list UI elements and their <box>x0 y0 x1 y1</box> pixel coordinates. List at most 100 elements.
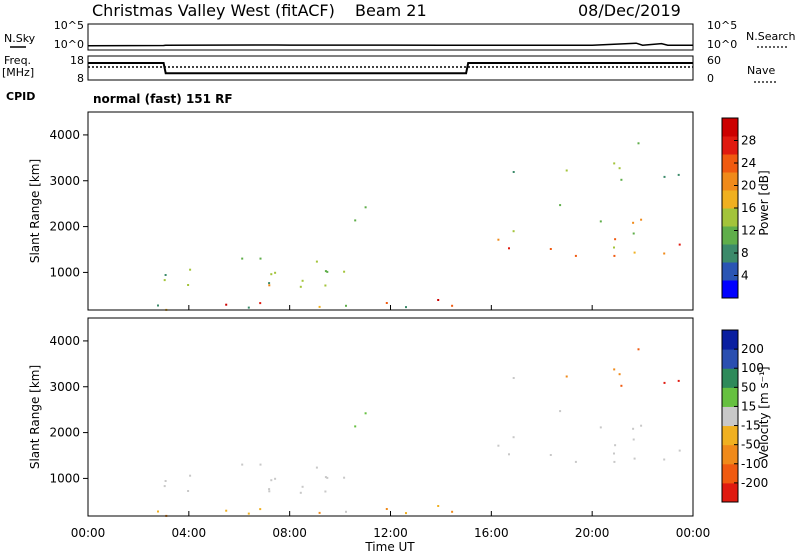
noise-left-tick-bottom: 10^0 <box>54 38 84 51</box>
heatmap-cell <box>632 221 635 224</box>
heatmap-cell <box>268 284 271 287</box>
y-tick-label: 3000 <box>49 380 80 394</box>
colorbar-swatch <box>722 330 738 350</box>
colorbar-frame <box>721 329 739 503</box>
heatmap-cell <box>247 306 250 309</box>
colorbar-tick-label: 4 <box>741 269 749 283</box>
heatmap-cell <box>225 509 228 512</box>
noise-panel-frame <box>87 23 694 51</box>
heatmap-cell <box>157 510 159 513</box>
heatmap-cell <box>164 274 167 276</box>
heatmap-cell <box>663 252 666 255</box>
heatmap-cell <box>613 254 616 257</box>
heatmap-cell <box>364 206 367 209</box>
heatmap-cell <box>451 510 454 513</box>
colorbar-tick-label: 200 <box>741 342 764 356</box>
heatmap-cell <box>497 444 500 447</box>
heatmap-cell <box>268 490 271 493</box>
heatmap-cell <box>508 247 510 250</box>
heatmap-cell <box>326 476 329 479</box>
colorbar-tick-label: -200 <box>741 476 768 490</box>
heatmap-cell <box>559 410 562 413</box>
cpid-text: normal (fast) 151 RF <box>93 92 233 106</box>
heatmap-cell <box>343 270 346 273</box>
colorbar-tick-label: 24 <box>741 156 756 170</box>
y-tick-label: 1000 <box>49 265 80 279</box>
heatmap-cell <box>614 238 617 241</box>
freq-panel-frame <box>87 55 694 81</box>
heatmap-cell <box>301 279 304 282</box>
heatmap-cell <box>324 284 327 287</box>
power-colorbar: 28 24 20 16 12 8 4 <box>721 117 756 299</box>
heatmap-cell <box>613 368 616 371</box>
heatmap-cell <box>565 169 568 172</box>
colorbar-swatch <box>722 280 738 299</box>
heatmap-cell <box>157 304 159 307</box>
velocity-colorbar-label: Velocity [m s⁻¹] <box>757 366 771 459</box>
heatmap-cell <box>663 381 666 384</box>
heatmap-cell <box>620 178 623 181</box>
colorbar-tick-label: 50 <box>741 380 756 394</box>
heatmap-cell <box>640 424 643 427</box>
x-tick-label: 20:00 <box>575 526 610 540</box>
heatmap-cell <box>187 284 190 286</box>
colorbar-swatch <box>722 172 738 191</box>
colorbar-tick-label: 12 <box>741 224 756 238</box>
heatmap-cell <box>326 270 329 273</box>
heatmap-cell <box>633 457 636 460</box>
colorbar-swatch <box>722 463 738 484</box>
heatmap-cell <box>405 512 407 515</box>
y-tick-label: 1000 <box>49 471 80 485</box>
heatmap-cell <box>247 512 250 515</box>
heatmap-cell <box>549 248 552 250</box>
noise-left-tick-top: 10^5 <box>54 19 84 32</box>
y-tick-label: 3000 <box>49 174 80 188</box>
heatmap-cell <box>632 438 635 441</box>
colorbar-tick-label: 8 <box>741 246 749 260</box>
heatmap-cell <box>618 373 621 376</box>
colorbar-swatch <box>722 406 738 427</box>
heatmap-cell <box>599 426 602 429</box>
heatmap-cell <box>512 436 515 439</box>
colorbar-swatch <box>722 154 738 173</box>
power-y-axis: 1000 2000 3000 4000 <box>49 128 88 279</box>
heatmap-cell <box>637 348 640 351</box>
heatmap-cell <box>613 246 615 249</box>
heatmap-cell <box>268 488 271 491</box>
x-tick-label: 08:00 <box>272 526 307 540</box>
y-tick-label: 4000 <box>49 334 80 348</box>
heatmap-cell <box>405 306 407 309</box>
heatmap-cell <box>259 508 262 511</box>
colorbar-tick-label: 28 <box>741 134 756 148</box>
velocity-heatmap <box>157 348 681 517</box>
colorbar-swatch <box>722 387 738 407</box>
heatmap-cell <box>451 304 454 307</box>
x-tick-label: 12:00 <box>373 526 408 540</box>
nave-label: Nave <box>747 64 775 77</box>
heatmap-cell <box>274 271 277 274</box>
noise-left-label: N.Sky <box>4 32 36 45</box>
power-colorbar-label: Power [dB] <box>757 170 771 235</box>
heatmap-cell <box>508 453 510 456</box>
heatmap-cell <box>385 302 388 304</box>
heatmap-cell <box>640 218 643 221</box>
colorbar-swatch <box>722 226 738 245</box>
velocity-ylabel: Slant Range [km] <box>28 365 42 469</box>
heatmap-cell <box>324 476 327 479</box>
noise-right-tick-top: 10^5 <box>707 19 737 32</box>
heatmap-cell <box>632 232 635 235</box>
power-ylabel: Slant Range [km] <box>28 159 42 263</box>
cpid-label: CPID <box>6 90 35 103</box>
heatmap-cell <box>677 173 680 176</box>
heatmap-cell <box>497 238 500 241</box>
heatmap-cell <box>354 425 357 428</box>
power-heatmap <box>157 142 681 311</box>
noise-sky-line <box>87 42 694 47</box>
x-tick-label: 00:00 <box>676 526 711 540</box>
x-tick-label: 16:00 <box>474 526 509 540</box>
heatmap-cell <box>599 220 602 223</box>
colorbar-swatch <box>722 425 738 446</box>
colorbar-tick-label: 100 <box>741 361 764 375</box>
noise-right-label: N.Search <box>746 30 796 43</box>
